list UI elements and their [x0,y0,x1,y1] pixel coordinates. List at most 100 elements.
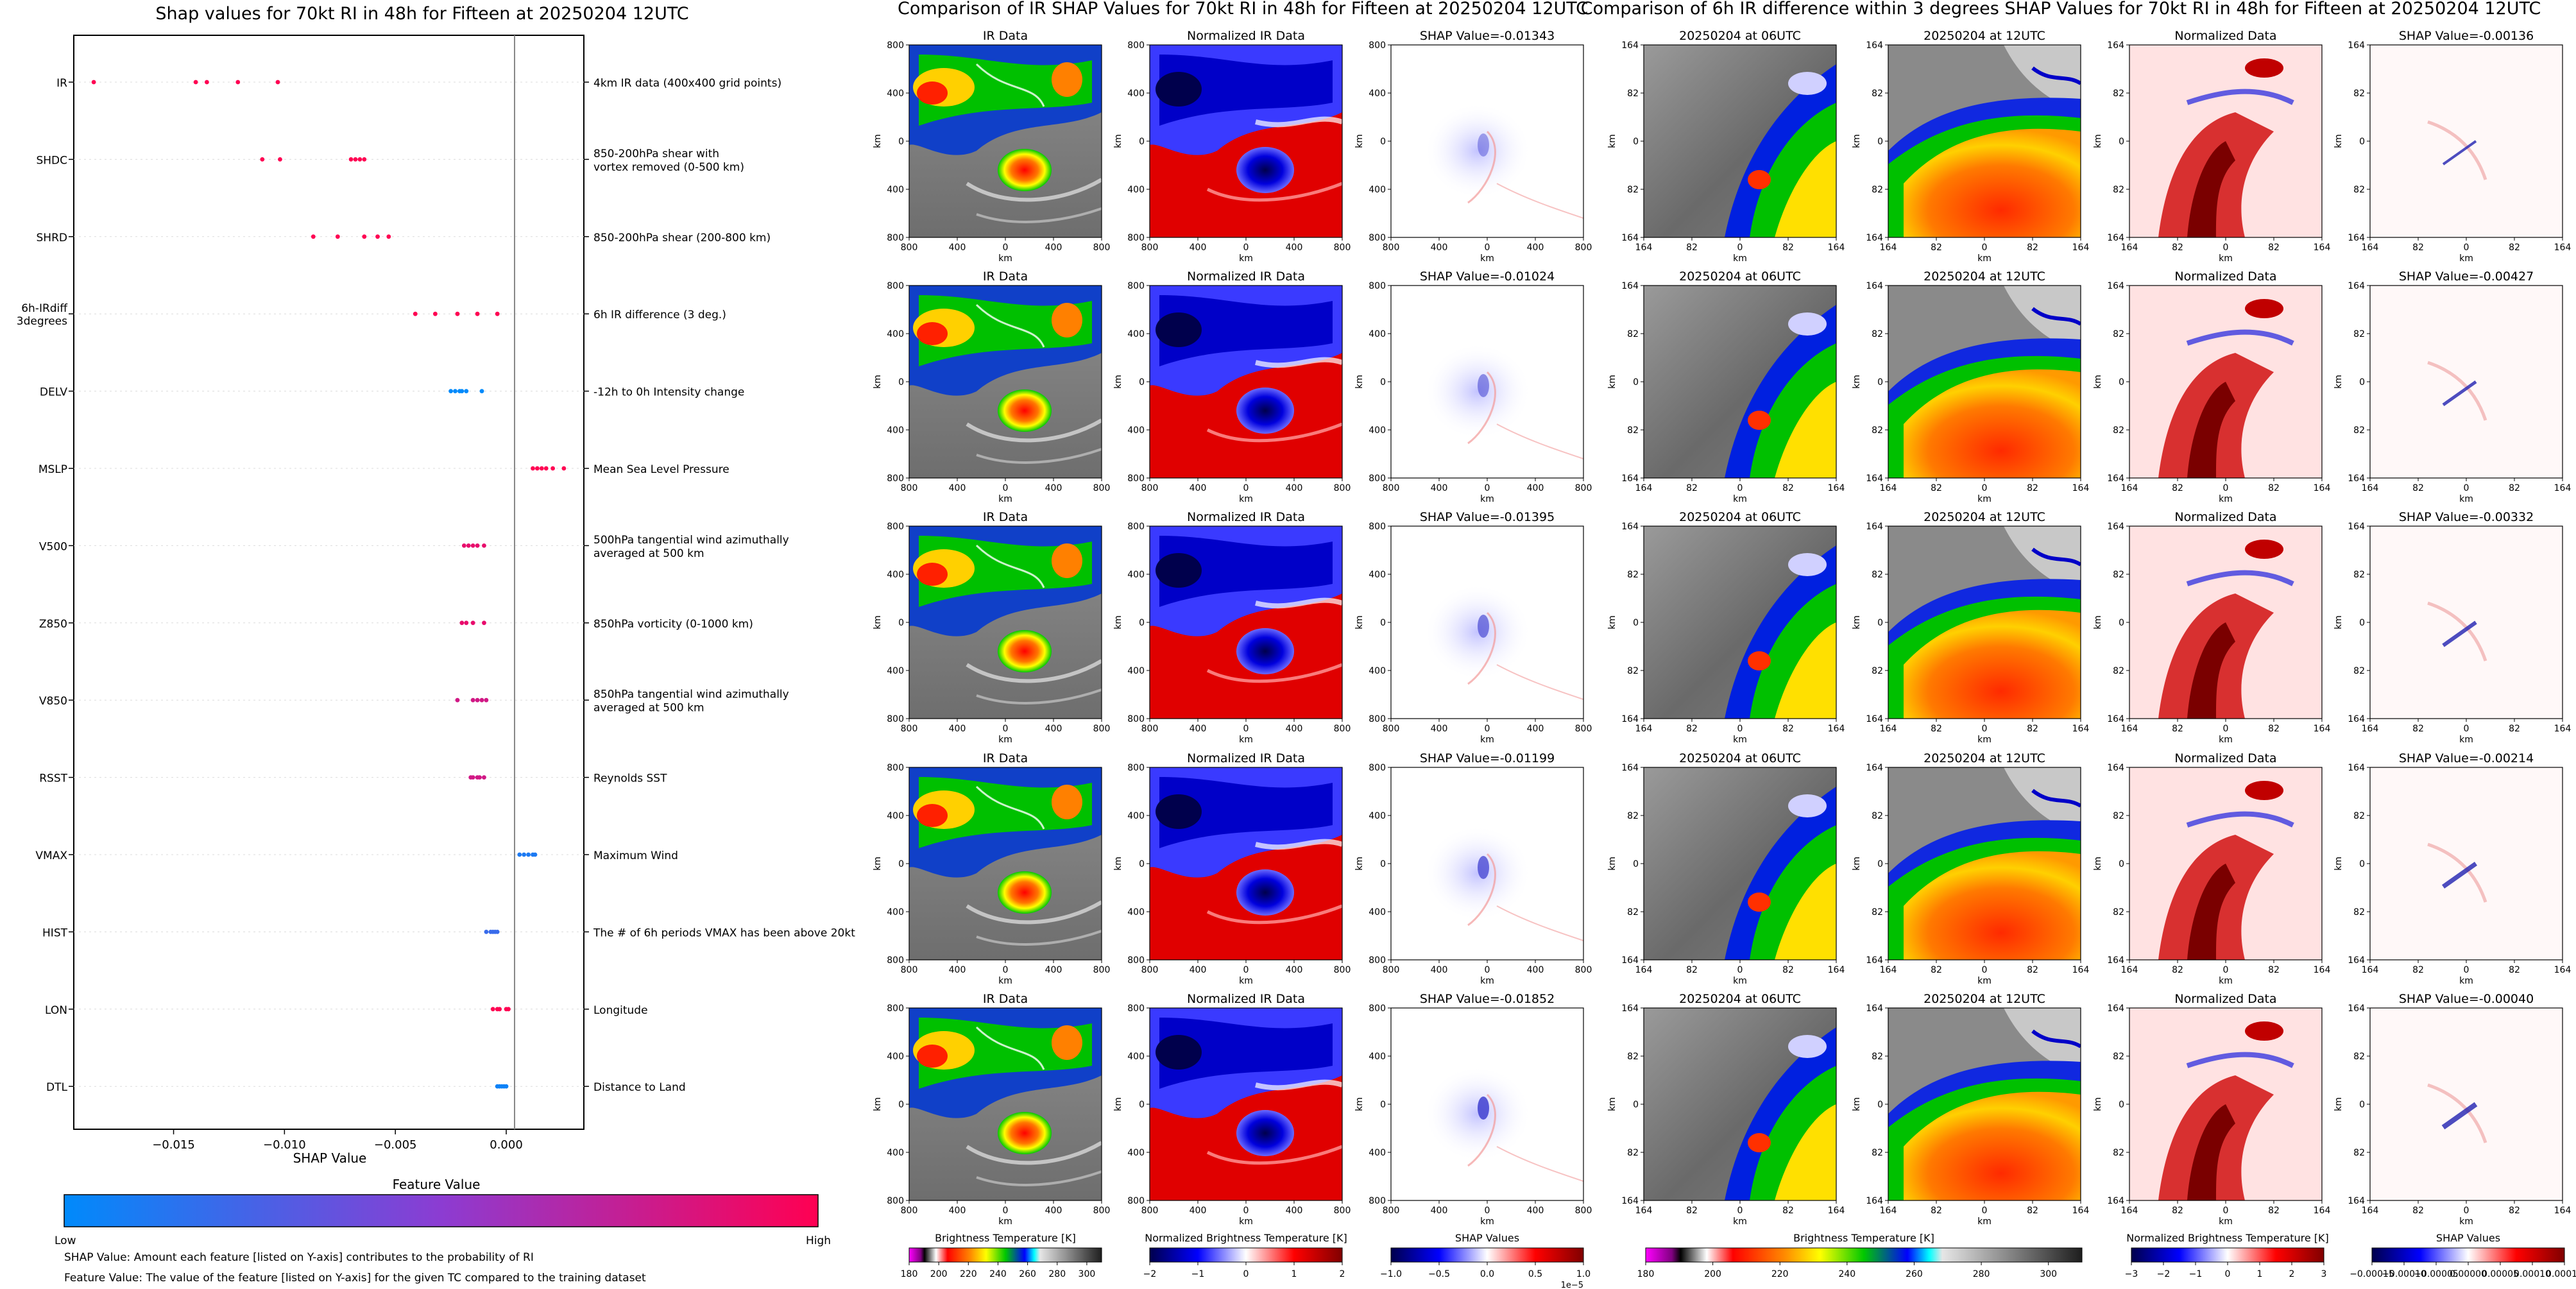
image-content [1644,767,1836,960]
x-tick-label: 82 [2172,243,2183,253]
x-tick-label: 0 [1243,724,1249,734]
colorbar-tick-label: 0.5 [1528,1269,1542,1279]
y-tick-label: 164 [2348,474,2365,484]
y-tick-label: 82 [1627,1148,1639,1158]
x-axis-label: km [1239,1216,1253,1227]
y-axis-label: km [2093,134,2103,148]
y-tick-label: 82 [2353,425,2365,436]
x-axis-label: km [1733,494,1747,504]
y-tick-label: 82 [1872,1148,1883,1158]
y-tick-label: 164 [2348,763,2365,773]
y-axis-label: km [2093,615,2103,629]
x-axis-label: km [2219,976,2233,986]
x-tick-label: 164 [2554,965,2572,975]
y-tick-label: 82 [2113,666,2124,676]
y-tick-label: 0 [1633,377,1639,388]
y-tick-label: 82 [2113,185,2124,195]
shap-point [311,234,316,239]
colorbar-tick-label: −2 [1143,1269,1157,1279]
colorbar-tick-label: 240 [1838,1269,1855,1279]
image-content [909,45,1102,237]
y-tick-label: 800 [1369,955,1386,966]
y-tick-label: 800 [887,281,904,291]
colorbar-tick-label: 180 [1637,1269,1655,1279]
y-tick-label: 400 [887,89,904,99]
y-axis-label: km [1113,1097,1123,1111]
x-tick-label: 400 [949,243,966,253]
shap-point [522,852,527,857]
colorbar-offset-label: 1e−5 [1561,1281,1583,1289]
x-tick-label: 800 [1093,243,1111,253]
image-content [2129,286,2322,478]
colorbar-tick-label: 1 [1292,1269,1297,1279]
feature-description-label: Distance to Land [593,1081,686,1094]
colorbar-tick-label: −1.0 [1380,1269,1402,1279]
y-tick-label: 164 [2107,40,2124,51]
shap-point [470,620,475,626]
image-content [1150,526,1342,719]
x-tick-label: 82 [1931,243,1942,253]
y-tick-label: 164 [1621,1196,1639,1206]
image-panel: 20250204 at 06UTC1641648282008282164164k… [1607,269,1845,504]
y-tick-label: 800 [887,233,904,243]
image-content [909,1008,1102,1200]
colorbar-tick-label: 0.00015 [2546,1269,2576,1279]
y-tick-label: 164 [1866,1196,1883,1206]
shap-point [362,234,367,239]
y-tick-label: 164 [1866,955,1883,966]
y-tick-label: 82 [2353,185,2365,195]
shap-point [477,775,482,780]
image-content [1391,1008,1583,1200]
y-tick-label: 800 [1127,474,1145,484]
x-tick-label: 164 [2362,483,2379,493]
y-tick-label: 82 [2353,811,2365,821]
y-tick-label: 164 [2348,714,2365,724]
y-axis-label: km [1607,1097,1617,1111]
image-panel: SHAP Value=-0.01852800800400400004004008… [1354,992,1592,1227]
image-content [1888,767,2081,960]
panel-title: 20250204 at 06UTC [1679,510,1801,524]
y-tick-label: 800 [887,474,904,484]
x-axis-label: km [1733,976,1747,986]
image-content [2129,1008,2322,1200]
x-axis-label: km [1480,494,1494,504]
x-tick-label: 164 [2121,724,2138,734]
x-axis-label: km [1977,1216,1992,1227]
x-axis-label: km [1239,735,1253,745]
shap-point [484,930,489,934]
feature-description-label: The # of 6h periods VMAX has been above … [593,926,855,939]
y-tick-label: 82 [2353,89,2365,99]
image-content [1391,767,1583,960]
image-content [2129,526,2322,719]
image-grids: IR Data80080040040000400400800800kmkmIR … [873,29,2571,1227]
x-tick-label: 82 [2027,243,2038,253]
x-axis-label: km [1977,253,1992,264]
shap-point [275,80,280,85]
x-tick-label: 164 [1635,724,1653,734]
y-tick-label: 82 [1627,329,1639,339]
y-tick-label: 164 [1621,714,1639,724]
x-tick-label: 82 [1686,1206,1698,1216]
y-tick-label: 0 [1139,1100,1145,1110]
panel-title: Normalized Data [2174,751,2276,765]
y-tick-label: 82 [2113,1052,2124,1062]
x-tick-label: 400 [1190,1206,1207,1216]
y-tick-label: 0 [898,377,904,388]
image-content [2370,286,2563,478]
x-tick-label: 0 [1243,483,1249,493]
image-panel: 20250204 at 12UTC1641648282008282164164k… [1852,29,2089,264]
x-tick-label: 82 [2268,724,2280,734]
colorbar-tick-label: −0.00015 [2350,1269,2394,1279]
feature-description-label: Maximum Wind [593,849,678,862]
shap-summary-panel: Shap values for 70kt RI in 48h for Fifte… [17,4,855,1285]
x-tick-label: 400 [1286,724,1303,734]
y-tick-label: 82 [1872,1052,1883,1062]
x-tick-label: 82 [2412,1206,2424,1216]
y-tick-label: 164 [1621,474,1639,484]
y-tick-label: 0 [898,859,904,869]
x-tick-label: 0 [1982,1206,1988,1216]
x-tick-label: 82 [2027,483,2038,493]
image-content [2370,45,2563,237]
x-axis-label: km [2459,735,2473,745]
